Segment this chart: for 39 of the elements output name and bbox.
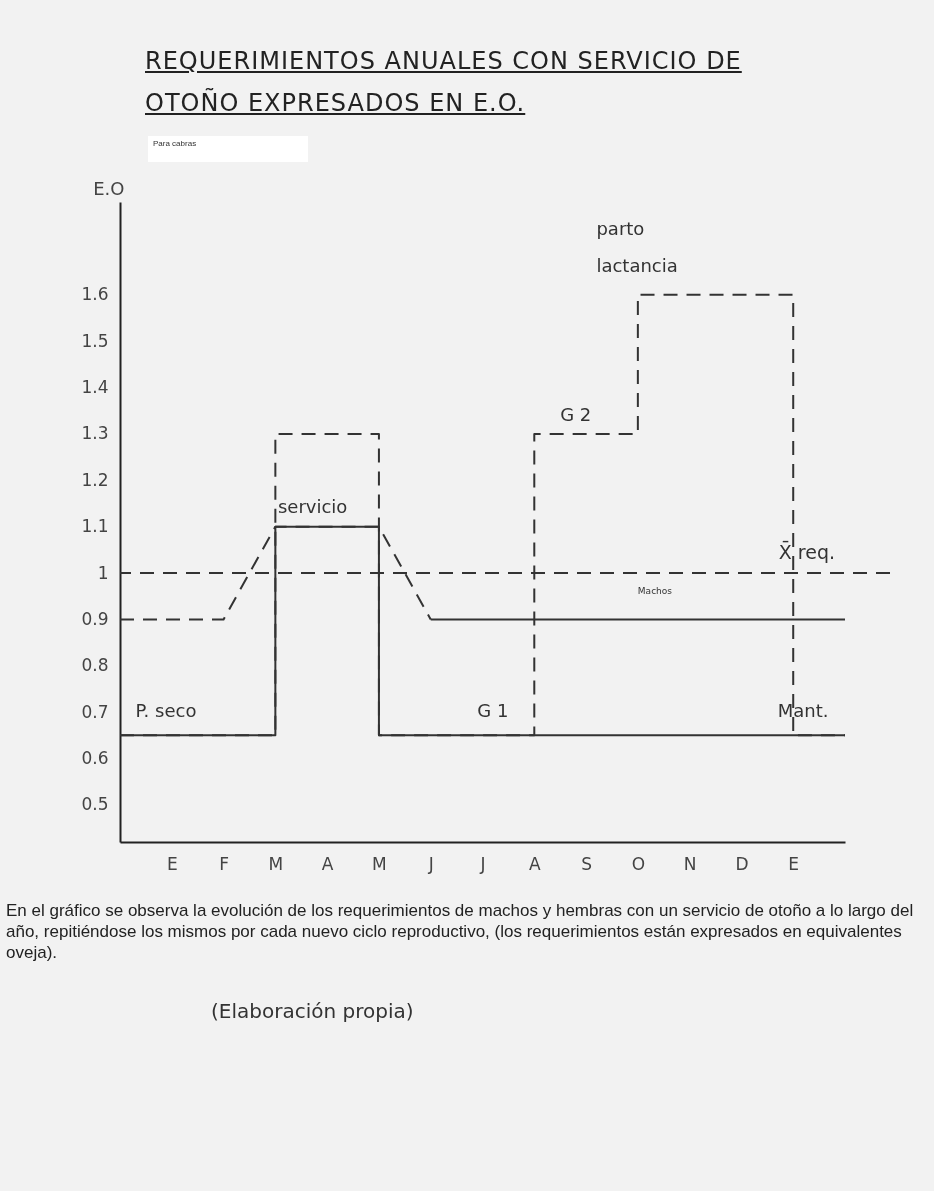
y-tick-label: 1.4 — [81, 377, 109, 398]
y-axis-title: E.O — [93, 177, 125, 199]
x-tick-label: D — [735, 853, 749, 874]
ref-line-label: X̄ req. — [778, 539, 835, 564]
annotation: Mant. — [777, 700, 829, 722]
annotation: Machos — [637, 586, 673, 597]
annotation: G 2 — [560, 403, 592, 425]
annotation: parto — [596, 218, 645, 240]
y-tick-label: 0.8 — [81, 655, 109, 676]
chart-subtitle: Para cabras — [148, 136, 308, 162]
y-tick-label: 1.1 — [81, 516, 109, 537]
x-tick-label: E — [788, 853, 800, 874]
x-tick-label: E — [166, 853, 178, 874]
chart-title: REQUERIMIENTOS ANUALES CON SERVICIO DE OTOÑO EXPRESADOS EN E.O. — [145, 46, 743, 119]
y-tick-label: 1.2 — [81, 469, 109, 490]
x-tick-label: N — [683, 853, 697, 874]
y-tick-label: 1.6 — [81, 284, 109, 305]
x-tick-label: S — [581, 853, 592, 874]
x-tick-label: M — [268, 853, 284, 874]
x-tick-label: A — [321, 853, 334, 874]
annotation: P. seco — [135, 700, 197, 722]
y-tick-label: 1.5 — [81, 330, 109, 351]
text: En el gráfico se observa la evolución de los requerimientos de machos y hembras con un servicio de otoño a lo largo del año, repitiéndose los mismos por cada nuevo ciclo reproductivo, (los requerimientos están expresados en equivalentes oveja). — [5, 900, 915, 963]
y-tick-label: 0.5 — [81, 794, 109, 815]
x-tick-label: J — [479, 853, 486, 874]
annotation: G 1 — [477, 700, 509, 722]
x-tick-label: O — [631, 853, 646, 874]
x-tick-label: A — [528, 853, 541, 874]
text: (Elaboración propia) — [210, 999, 415, 1023]
y-tick-label: 1.3 — [81, 423, 109, 444]
y-tick-label: 0.9 — [81, 608, 109, 629]
x-tick-label: M — [372, 853, 387, 874]
y-tick-label: 1 — [97, 562, 109, 583]
x-tick-label: F — [219, 853, 229, 874]
annotation: lactancia — [596, 255, 678, 277]
y-tick-label: 0.7 — [81, 701, 109, 722]
annotation: servicio — [277, 496, 348, 518]
y-tick-label: 0.6 — [81, 748, 109, 769]
x-tick-label: J — [427, 853, 434, 874]
